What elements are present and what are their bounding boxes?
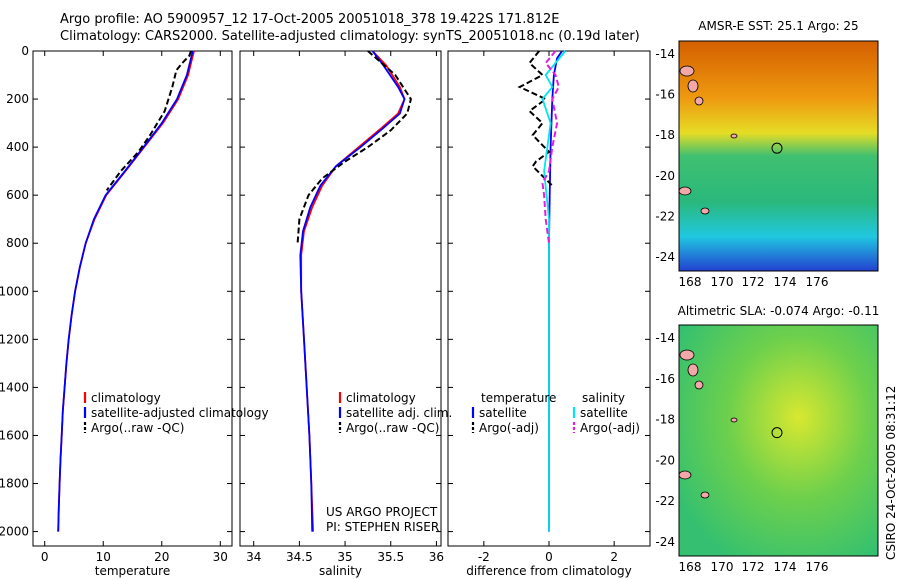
sla_map-argo-location-marker xyxy=(771,427,783,439)
sst_map-xtick-label: 168 xyxy=(679,275,702,289)
sla_map-frame xyxy=(678,324,879,557)
temperature-xtick-label: 30 xyxy=(213,550,228,564)
temperature-legend-item-label: Argo(..raw -QC) xyxy=(91,421,184,435)
salinity-legend-item-label: satellite adj. clim. xyxy=(346,406,452,420)
salinity-legend-item-label: climatology xyxy=(346,391,416,405)
depth-tick-label: 800 xyxy=(6,236,29,250)
difference-legend-item-label: satellite xyxy=(479,406,527,420)
salinity-xtick-label: 35.5 xyxy=(377,550,404,564)
temperature-axes-box xyxy=(32,50,233,547)
temperature-xtick-label: 20 xyxy=(154,550,169,564)
temperature-series-line xyxy=(105,50,192,191)
sst_map-field xyxy=(679,41,878,271)
temperature-legend-item-label: satellite-adjusted climatology xyxy=(91,406,269,420)
depth-tick-label: 400 xyxy=(6,140,29,154)
salinity-xtick-label: 34.5 xyxy=(286,550,313,564)
salinity-series-line xyxy=(296,50,412,244)
sst_map-xtick-label: 176 xyxy=(806,275,829,289)
salinity-xtick-label: 35 xyxy=(337,550,352,564)
figure-title-line2: Climatology: CARS2000. Satellite-adjuste… xyxy=(60,29,640,44)
difference-legend-item-label: satellite xyxy=(580,406,628,420)
sla_map-ytick-label: -20 xyxy=(655,453,675,467)
salinity-xtick-label: 36 xyxy=(429,550,444,564)
difference-series-line xyxy=(541,50,560,244)
temperature-plot: 0 10 20 30 temperature 0 200 400 600 800 1000 1200 1… xyxy=(0,44,233,578)
depth-tick-label: 0 xyxy=(21,44,29,58)
credit-project-text: US ARGO PROJECT xyxy=(326,505,438,519)
sst_map-ytick-label: -14 xyxy=(655,47,675,61)
sla_map-xtick-label: 174 xyxy=(774,560,797,574)
sla_map-ytick-label: -16 xyxy=(655,372,675,386)
difference-xlabel: difference from climatology xyxy=(466,564,632,578)
sst_map-ytick-label: -22 xyxy=(655,209,675,223)
sla_map-field xyxy=(679,325,878,556)
difference-xtick-label: -2 xyxy=(478,550,490,564)
depth-tick-label: 2000 xyxy=(0,525,29,539)
sst_map-ytick-label: -18 xyxy=(655,128,675,142)
difference-legend-item-label: Argo(-adj) xyxy=(479,421,539,435)
sla_map-ytick-label: -14 xyxy=(655,331,675,345)
sst_map-argo-location-marker xyxy=(771,142,783,154)
difference-xtick-label: 2 xyxy=(610,550,618,564)
depth-tick-label: 1800 xyxy=(0,477,29,491)
sst_map-frame xyxy=(678,40,879,272)
sst_map-island-shape xyxy=(678,186,692,196)
difference-legend-item-label: Argo(-adj) xyxy=(580,421,640,435)
sst_map-ytick-label: -24 xyxy=(655,250,675,264)
sst_map-island-shape xyxy=(687,79,699,93)
sla_map-island-shape xyxy=(679,349,695,361)
temperature-xtick-label: 10 xyxy=(96,550,111,564)
difference-xtick-label: 0 xyxy=(545,550,553,564)
salinity-legend-item-label: Argo(..raw -QC) xyxy=(346,421,439,435)
sst_map-ytick-label: -20 xyxy=(655,169,675,183)
sla_map-island-shape xyxy=(700,491,710,499)
sla_map-xtick-label: 170 xyxy=(711,560,734,574)
sst_map-island-shape xyxy=(679,65,695,77)
sla_map-ytick-label: -18 xyxy=(655,413,675,427)
sla_map-ytick-label: -24 xyxy=(655,535,675,549)
depth-tick-label: 1400 xyxy=(0,380,29,394)
salinity-plot: 34 34.5 35 35.5 36 salinity xyxy=(239,50,444,578)
sst_map-xtick-label: 174 xyxy=(774,275,797,289)
sst_map-title: AMSR-E SST: 25.1 Argo: 25 xyxy=(698,19,858,33)
depth-tick-label: 1000 xyxy=(0,284,29,298)
sst_map-xtick-label: 172 xyxy=(742,275,765,289)
temperature-xtick-label: 0 xyxy=(41,550,49,564)
sla_map-island-shape xyxy=(687,363,699,377)
sst_map: AMSR-E SST: 25.1 Argo: 25 168 170 172 174 176… xyxy=(655,19,879,289)
sst_map-island-shape xyxy=(730,133,738,139)
sla_map-title: Altimetric SLA: -0.074 Argo: -0.11 xyxy=(678,304,880,318)
depth-tick-label: 1600 xyxy=(0,428,29,442)
difference-legend-header-temperature: temperature xyxy=(481,391,556,405)
salinity-series-line xyxy=(299,50,406,532)
sla_map-island-shape xyxy=(694,380,704,390)
depth-tick-label: 600 xyxy=(6,188,29,202)
credit-pi-text: PI: STEPHEN RISER xyxy=(326,520,439,534)
sst_map-island-shape xyxy=(694,96,704,106)
sla_map-island-shape xyxy=(730,417,738,423)
temperature-legend-item-label: climatology xyxy=(91,391,161,405)
sla_map: Altimetric SLA: -0.074 Argo: -0.11 168 170… xyxy=(655,304,879,574)
sst_map-xtick-label: 170 xyxy=(711,275,734,289)
salinity-axes-box xyxy=(239,50,442,547)
salinity-xlabel: salinity xyxy=(319,564,362,578)
temperature-xlabel: temperature xyxy=(95,564,170,578)
sla_map-ytick-label: -22 xyxy=(655,494,675,508)
depth-tick-label: 200 xyxy=(6,92,29,106)
difference-legend-header-salinity: salinity xyxy=(582,391,625,405)
depth-tick-label: 1200 xyxy=(0,332,29,346)
figure-title-line1: Argo profile: AO 5900957_12 17-Oct-2005 … xyxy=(60,12,560,27)
sla_map-xtick-label: 168 xyxy=(679,560,702,574)
salinity-xtick-label: 34 xyxy=(246,550,261,564)
temperature-series-line xyxy=(57,50,194,532)
sla_map-xtick-label: 176 xyxy=(806,560,829,574)
sla_map-xtick-label: 172 xyxy=(742,560,765,574)
sla_map-island-shape xyxy=(678,470,692,480)
sst_map-ytick-label: -16 xyxy=(655,88,675,102)
sst_map-island-shape xyxy=(700,207,710,215)
